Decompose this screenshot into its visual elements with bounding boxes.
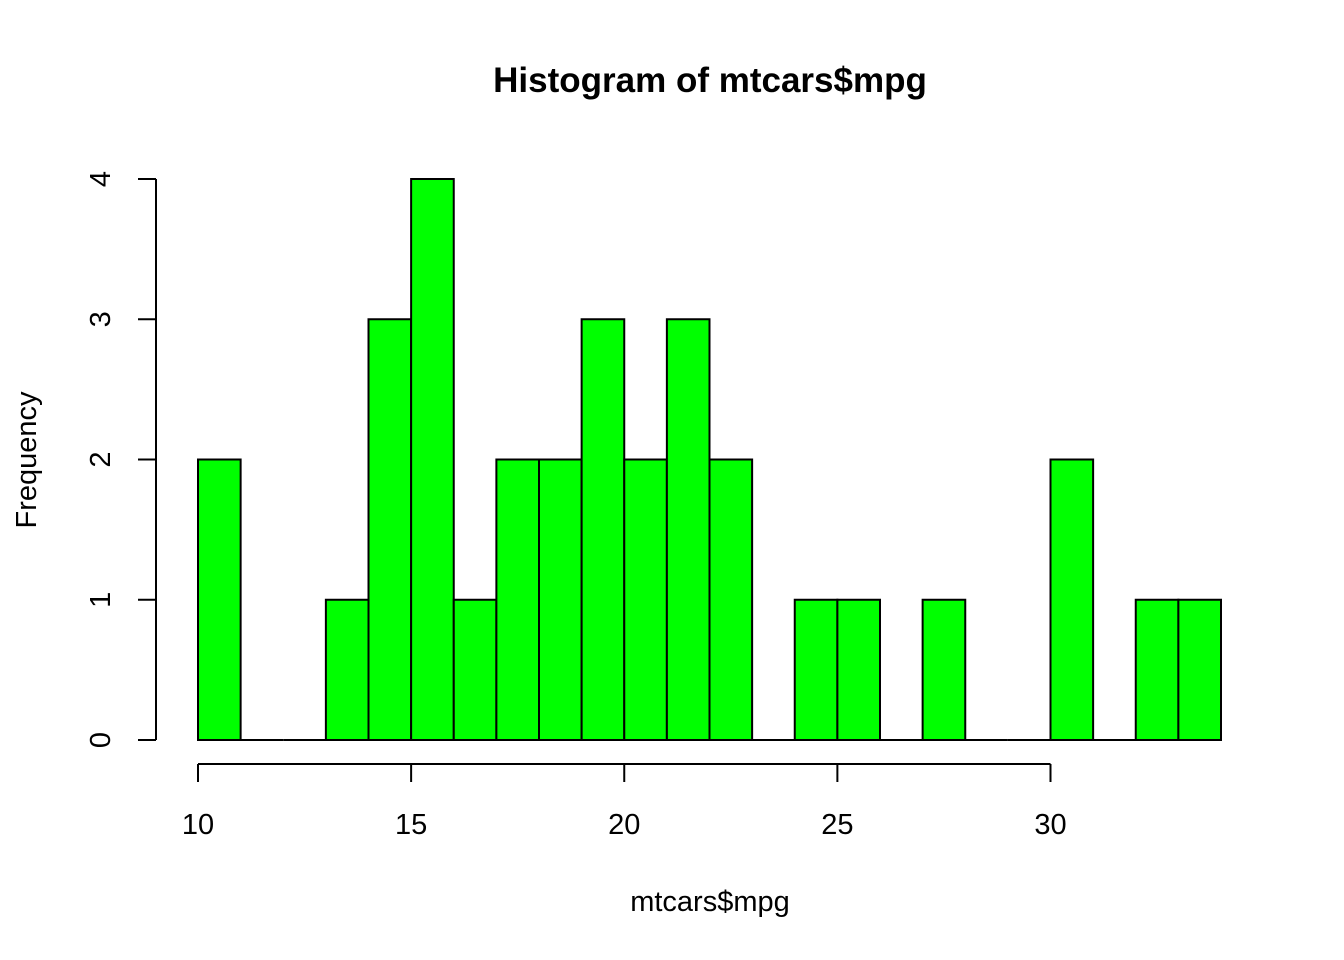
histogram-bar-22 <box>1134 598 1180 741</box>
histogram-bar-20 <box>1049 458 1095 741</box>
y-tick-label-1: 1 <box>85 592 117 608</box>
x-axis-label: mtcars$mpg <box>630 886 790 918</box>
y-axis-label: Frequency <box>11 391 43 529</box>
x-tick-label-2: 20 <box>608 809 640 841</box>
histogram-bar-17 <box>921 598 967 741</box>
histogram-bar-8 <box>538 458 583 741</box>
y-tick-label-2: 2 <box>85 451 117 467</box>
histogram-bar-9 <box>580 318 626 741</box>
x-tick-label-0: 10 <box>182 809 214 841</box>
histogram-bar-11 <box>665 318 711 741</box>
y-tick-label-3: 3 <box>85 311 117 327</box>
chart-title: Histogram of mtcars$mpg <box>493 61 927 100</box>
bars-group <box>197 178 1222 741</box>
histogram-bar-15 <box>836 598 881 741</box>
histogram-bar-3 <box>324 598 370 741</box>
histogram-bar-7 <box>495 458 540 741</box>
histogram-bar-0 <box>197 458 242 741</box>
histogram-bar-23 <box>1177 598 1222 741</box>
y-tick-label-4: 4 <box>85 171 117 187</box>
x-tick-label-3: 25 <box>821 809 853 841</box>
histogram-bar-10 <box>623 458 668 741</box>
x-tick-label-1: 15 <box>395 809 427 841</box>
y-tick-label-0: 0 <box>85 732 117 748</box>
histogram-bar-14 <box>793 598 839 741</box>
histogram-bar-12 <box>708 458 754 741</box>
x-axis: 10 15 20 25 30 <box>182 763 1067 841</box>
histogram-bar-6 <box>452 598 498 741</box>
y-axis: 0 1 2 3 4 <box>85 171 157 748</box>
x-tick-label-4: 30 <box>1034 809 1066 841</box>
histogram-bar-5 <box>410 178 455 741</box>
histogram-bar-4 <box>367 318 413 741</box>
